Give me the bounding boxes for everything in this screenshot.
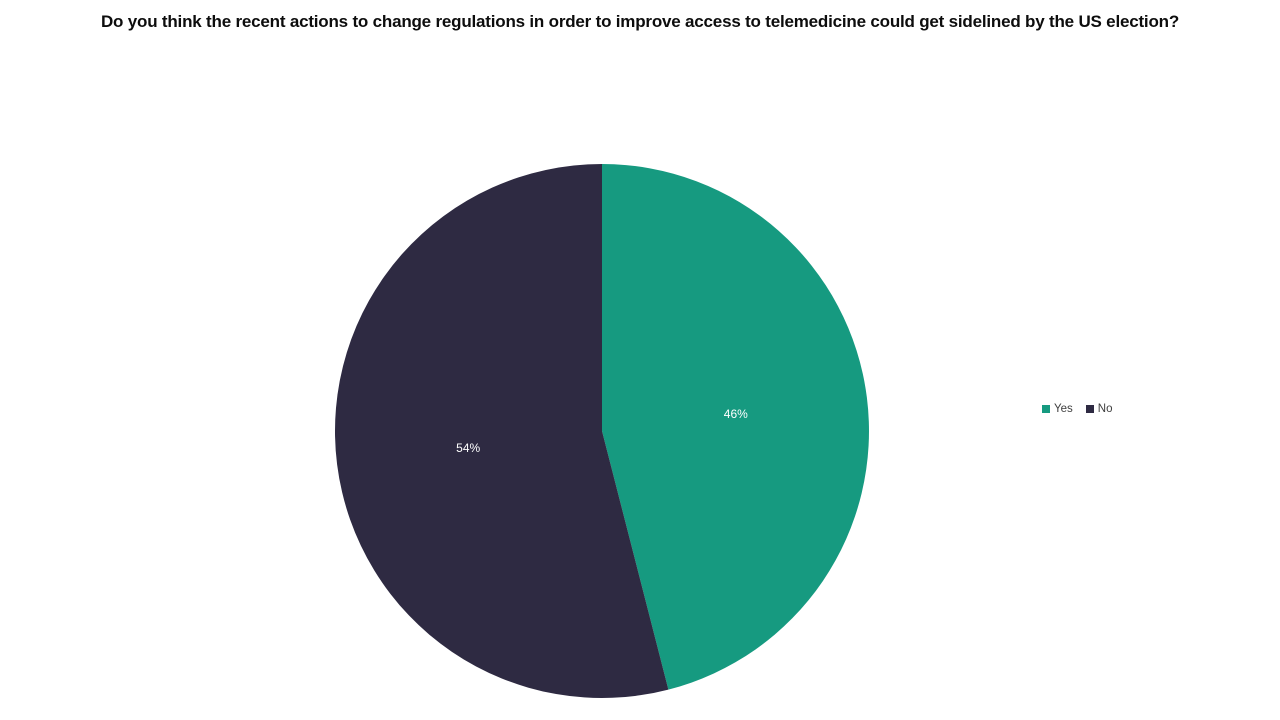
legend-item-yes[interactable]: Yes [1042,403,1073,415]
legend-label-no: No [1097,403,1113,415]
slice-label-no: 54% [456,441,480,455]
legend-item-no[interactable]: No [1085,403,1113,415]
slice-label-yes: 46% [724,407,748,421]
pie-slice-yes[interactable] [602,164,869,690]
legend: Yes No [1042,403,1112,415]
legend-label-yes: Yes [1054,403,1073,415]
legend-swatch-no [1085,405,1094,413]
chart-title: Do you think the recent actions to chang… [100,12,1180,31]
pie-slice-no[interactable] [334,163,669,699]
legend-swatch-yes [1042,405,1050,413]
